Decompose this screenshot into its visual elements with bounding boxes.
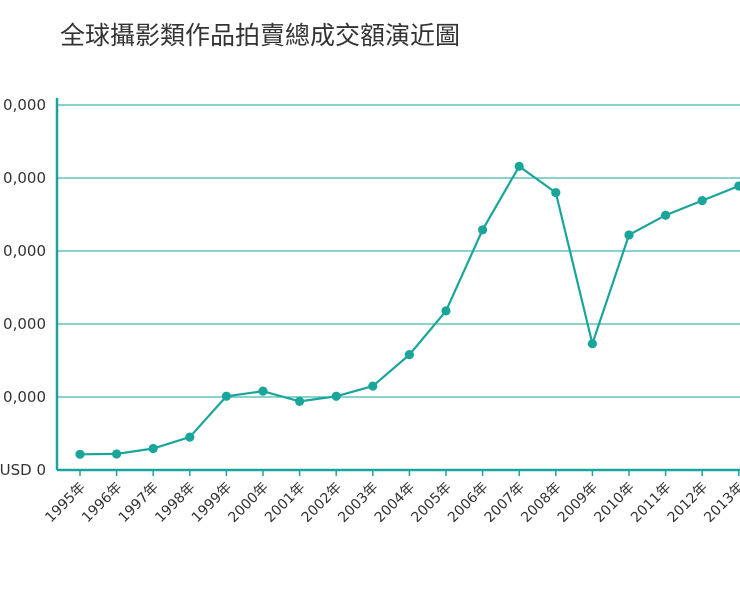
data-point xyxy=(258,386,268,396)
data-point xyxy=(661,210,671,220)
y-tick-label: 0,000 xyxy=(3,242,46,260)
x-tick-label: 2000年 xyxy=(225,480,271,526)
data-point xyxy=(295,396,305,406)
x-tick-label: 2012年 xyxy=(665,480,711,526)
x-tick-label: 2003年 xyxy=(335,480,381,526)
x-tick-label: 1996年 xyxy=(79,480,125,526)
x-tick-label: 2004年 xyxy=(372,480,418,526)
data-point xyxy=(551,188,561,198)
y-tick-labels: USD 0 0,000 0,000 0,000 0,000 0,000 xyxy=(0,96,46,479)
data-point xyxy=(514,161,524,171)
x-tick-labels: 1995年1996年1997年1998年1999年2000年2001年2002年… xyxy=(42,470,740,526)
x-tick-label: 2005年 xyxy=(408,480,454,526)
y-tick-label: 0,000 xyxy=(3,315,46,333)
y-tick-label: 0,000 xyxy=(3,169,46,187)
data-point xyxy=(368,381,378,391)
y-tick-label: 0,000 xyxy=(3,388,46,406)
data-point xyxy=(185,432,195,442)
data-point xyxy=(478,225,488,235)
y-tick-label: 0,000 xyxy=(3,96,46,114)
x-tick-label: 2009年 xyxy=(555,480,601,526)
data-point xyxy=(441,306,451,316)
x-tick-label: 2001年 xyxy=(262,480,308,526)
gridlines xyxy=(57,104,740,398)
x-tick-label: 2002年 xyxy=(299,480,345,526)
x-tick-label: 2011年 xyxy=(628,480,674,526)
data-point xyxy=(697,196,707,206)
series-line xyxy=(79,164,740,456)
data-point xyxy=(112,449,122,459)
data-point xyxy=(624,230,634,240)
data-points xyxy=(75,161,740,459)
x-tick-label: 1998年 xyxy=(152,480,198,526)
x-tick-label: 1995年 xyxy=(42,480,88,526)
x-tick-label: 2013年 xyxy=(701,480,740,526)
axes xyxy=(55,98,740,472)
chart-title: 全球攝影類作品拍賣總成交額演近圖 xyxy=(60,21,461,50)
x-tick-label: 1999年 xyxy=(189,480,235,526)
data-point xyxy=(331,391,341,401)
data-point xyxy=(75,449,85,459)
x-tick-label: 2007年 xyxy=(482,480,528,526)
y-tick-label: USD 0 xyxy=(0,461,46,479)
data-point xyxy=(404,350,414,360)
x-tick-label: 2010年 xyxy=(591,480,637,526)
data-point xyxy=(587,339,598,349)
x-tick-label: 2006年 xyxy=(445,480,491,526)
x-tick-label: 2008年 xyxy=(518,480,564,526)
data-point xyxy=(221,391,231,401)
x-tick-label: 1997年 xyxy=(116,480,162,526)
data-point xyxy=(148,443,158,454)
data-point xyxy=(734,181,740,191)
